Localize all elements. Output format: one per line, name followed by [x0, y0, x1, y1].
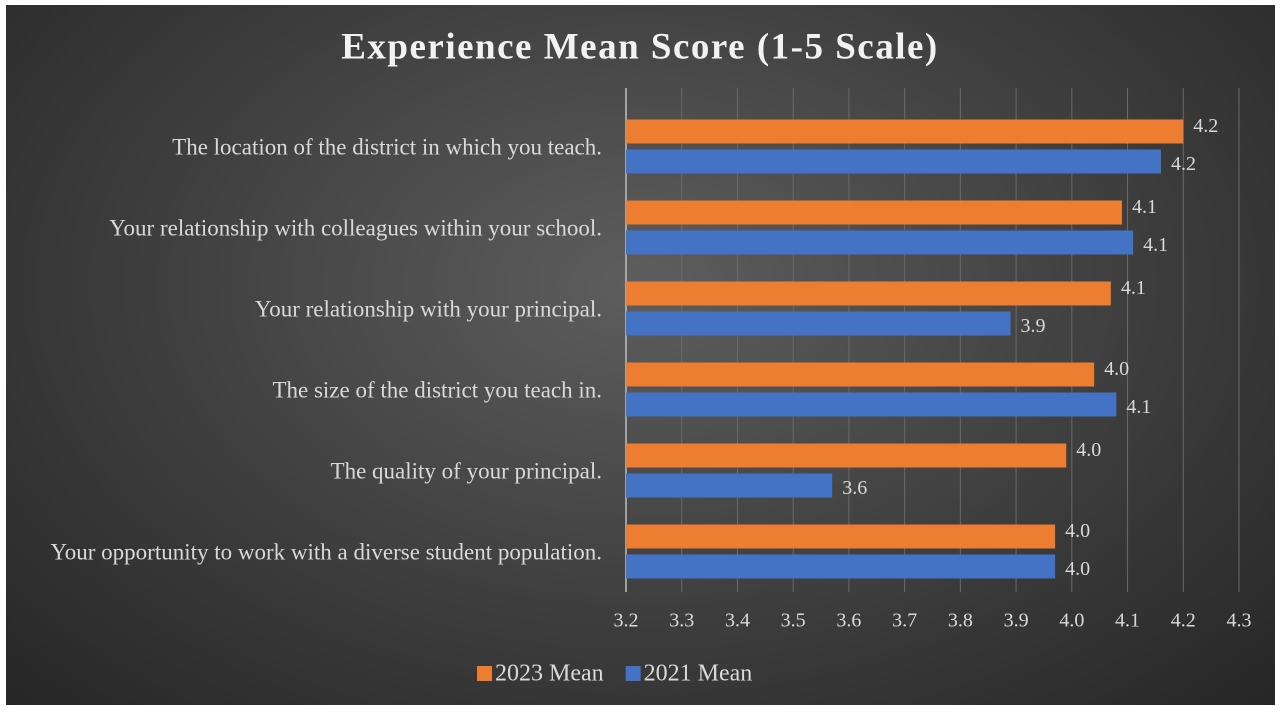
bar — [626, 230, 1134, 255]
data-label: 3.6 — [842, 477, 867, 499]
x-tick-label: 3.9 — [1004, 610, 1029, 632]
data-label: 4.1 — [1126, 396, 1151, 418]
bar — [626, 473, 833, 498]
x-tick-label: 3.4 — [725, 610, 750, 632]
bar — [626, 392, 1117, 417]
y-tick-label: The size of the district you teach in. — [272, 377, 602, 402]
x-tick-label: 4.3 — [1227, 610, 1252, 632]
x-tick-label: 4.2 — [1171, 610, 1196, 632]
x-tick-label: 4.1 — [1115, 610, 1140, 632]
y-tick-label: The location of the district in which yo… — [172, 134, 602, 159]
data-label: 4.0 — [1065, 520, 1090, 542]
x-tick-label: 3.6 — [836, 610, 861, 632]
y-tick-label: Your opportunity to work with a diverse … — [50, 539, 602, 564]
x-tick-label: 3.8 — [948, 610, 973, 632]
x-tick-label: 3.5 — [781, 610, 806, 632]
legend-label: 2021 Mean — [644, 661, 753, 687]
x-tick-label: 3.3 — [669, 610, 694, 632]
bar — [626, 362, 1095, 387]
bar — [626, 443, 1067, 468]
y-tick-label: The quality of your principal. — [330, 458, 602, 483]
bar — [626, 554, 1056, 579]
bar — [626, 311, 1011, 336]
x-tick-label: 3.2 — [614, 610, 639, 632]
legend-swatch — [625, 666, 641, 681]
data-label: 4.0 — [1104, 358, 1129, 380]
data-label: 4.1 — [1143, 234, 1168, 256]
y-tick-label: Your relationship with your principal. — [254, 296, 602, 321]
legend-label: 2023 Mean — [495, 661, 604, 687]
data-label: 4.2 — [1171, 153, 1196, 175]
data-label: 4.1 — [1132, 196, 1157, 218]
bar — [626, 119, 1184, 144]
data-label: 4.1 — [1121, 277, 1146, 299]
bar — [626, 524, 1056, 549]
bar — [626, 281, 1111, 306]
x-tick-label: 4.0 — [1059, 610, 1084, 632]
y-tick-label: Your relationship with colleagues within… — [109, 215, 602, 240]
data-label: 4.0 — [1076, 439, 1101, 461]
x-tick-label: 3.7 — [892, 610, 917, 632]
bar — [626, 200, 1122, 225]
chart-title: Experience Mean Score (1-5 Scale) — [341, 26, 939, 67]
bar — [626, 149, 1161, 174]
data-label: 4.2 — [1193, 115, 1218, 137]
data-label: 3.9 — [1021, 315, 1046, 337]
data-label: 4.0 — [1065, 558, 1090, 580]
legend-swatch — [477, 666, 492, 681]
